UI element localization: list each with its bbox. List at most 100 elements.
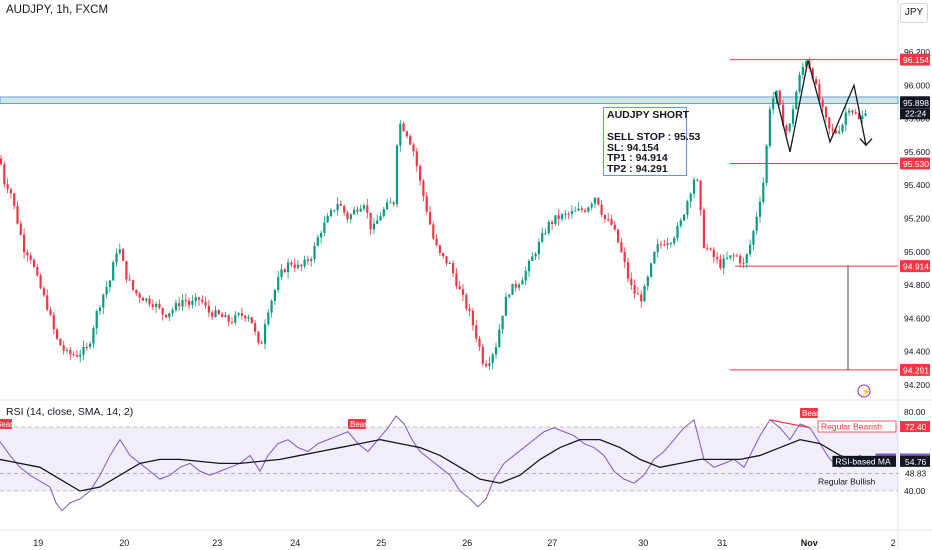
candle-body <box>214 310 217 317</box>
candle-body <box>366 205 369 213</box>
price-tick-label: 95.200 <box>904 214 930 224</box>
symbol-title[interactable]: AUDJPY, 1h, FXCM <box>6 4 109 16</box>
candle-body <box>217 310 220 315</box>
candle-body <box>333 210 336 212</box>
zigzag-pattern <box>774 60 867 153</box>
candle-body <box>145 298 148 301</box>
candle-body <box>72 354 75 356</box>
candle-body <box>518 284 521 288</box>
candle-body <box>3 164 6 185</box>
candle-body <box>735 255 738 257</box>
candle-body <box>409 136 412 145</box>
candle-body <box>115 253 118 263</box>
candle-body <box>13 193 16 206</box>
candle-body <box>230 321 234 323</box>
candle-body <box>527 260 531 272</box>
candle-body <box>112 262 115 281</box>
candle-body <box>481 346 484 364</box>
candle-body <box>405 131 408 137</box>
candle-body <box>834 130 837 134</box>
candle-body <box>610 219 613 225</box>
note-title: AUDJPY SHORT <box>607 109 690 121</box>
candle-body <box>356 209 359 212</box>
candle-body <box>296 264 300 268</box>
candle-body <box>102 294 105 308</box>
candle-body <box>372 223 375 230</box>
candle-body <box>590 203 593 208</box>
candle-body <box>636 293 639 295</box>
candle-body <box>676 225 679 238</box>
candle-body <box>79 354 82 357</box>
candle-body <box>118 249 121 254</box>
candle-body <box>95 311 98 329</box>
candle-body <box>709 248 712 250</box>
candle-body <box>633 285 636 294</box>
candle-body <box>722 258 725 269</box>
candle-body <box>551 222 554 224</box>
candle-body <box>287 262 290 273</box>
price-tick-label: 95.400 <box>904 180 930 190</box>
candle-body <box>395 145 399 205</box>
candle-body <box>257 331 260 343</box>
trade-note[interactable]: AUDJPY SHORT SELL STOP : 95.53 SL: 94.15… <box>603 107 700 176</box>
candle-body <box>471 310 474 326</box>
candle-body <box>425 196 428 212</box>
candle-body <box>310 259 313 262</box>
candle-body <box>544 233 547 235</box>
candle-body <box>811 68 814 80</box>
candle-body <box>448 263 451 265</box>
candle-body <box>221 314 224 318</box>
candle-body <box>692 179 696 194</box>
candle-body <box>323 222 326 233</box>
candle-body <box>514 283 517 288</box>
candle-body <box>541 233 544 242</box>
candle-body <box>382 209 385 217</box>
candle-body <box>339 203 342 206</box>
rsi-value-box <box>900 455 930 467</box>
bear-marker-label: Bear <box>0 420 13 429</box>
candle-body <box>782 104 785 126</box>
candle-body <box>49 309 52 315</box>
note-tp2: TP2 : 94.291 <box>607 163 668 176</box>
rsi-indicator-title[interactable]: RSI (14, close, SMA, 14, 2) <box>6 406 134 418</box>
candle-body <box>326 215 329 223</box>
bear-marker-label: Bear <box>350 420 367 429</box>
candle-body <box>818 84 821 101</box>
candle-body <box>560 214 564 220</box>
candle-body <box>392 202 395 205</box>
candle-body <box>336 203 339 211</box>
currency-button[interactable]: JPY <box>900 3 928 23</box>
price-tag-label: 94.914 <box>903 262 929 272</box>
candle-body <box>168 313 171 318</box>
candle-body <box>191 301 194 305</box>
candle-body <box>131 280 135 290</box>
candle-body <box>838 131 841 134</box>
candle-body <box>772 98 775 110</box>
candle-body <box>851 110 854 113</box>
rsi-label-tag: RSI-based MA <box>835 456 891 466</box>
candle-body <box>428 211 432 225</box>
lightning-icon <box>857 384 871 398</box>
rsi-value-label: 48.83 <box>905 469 927 479</box>
candle-body <box>207 305 210 313</box>
candle-body <box>59 338 62 346</box>
candle-body <box>752 230 755 245</box>
candle-body <box>504 296 507 316</box>
candle-body <box>650 263 653 277</box>
candle-body <box>178 303 181 307</box>
candle-body <box>422 180 425 197</box>
candle-body <box>237 313 240 315</box>
price-tick-label: 96.200 <box>904 47 930 57</box>
candle-body <box>739 255 742 264</box>
candle-body <box>669 243 672 245</box>
candle-body <box>686 201 689 215</box>
price-tag <box>900 260 930 273</box>
candle-body <box>696 179 699 181</box>
candle-body <box>452 263 455 274</box>
candle-body <box>62 345 65 351</box>
rsi-tick-label: 40.00 <box>904 486 926 496</box>
candle-body <box>98 307 102 312</box>
candle-body <box>141 297 144 301</box>
candle-body <box>435 238 438 246</box>
candle-body <box>864 113 867 116</box>
